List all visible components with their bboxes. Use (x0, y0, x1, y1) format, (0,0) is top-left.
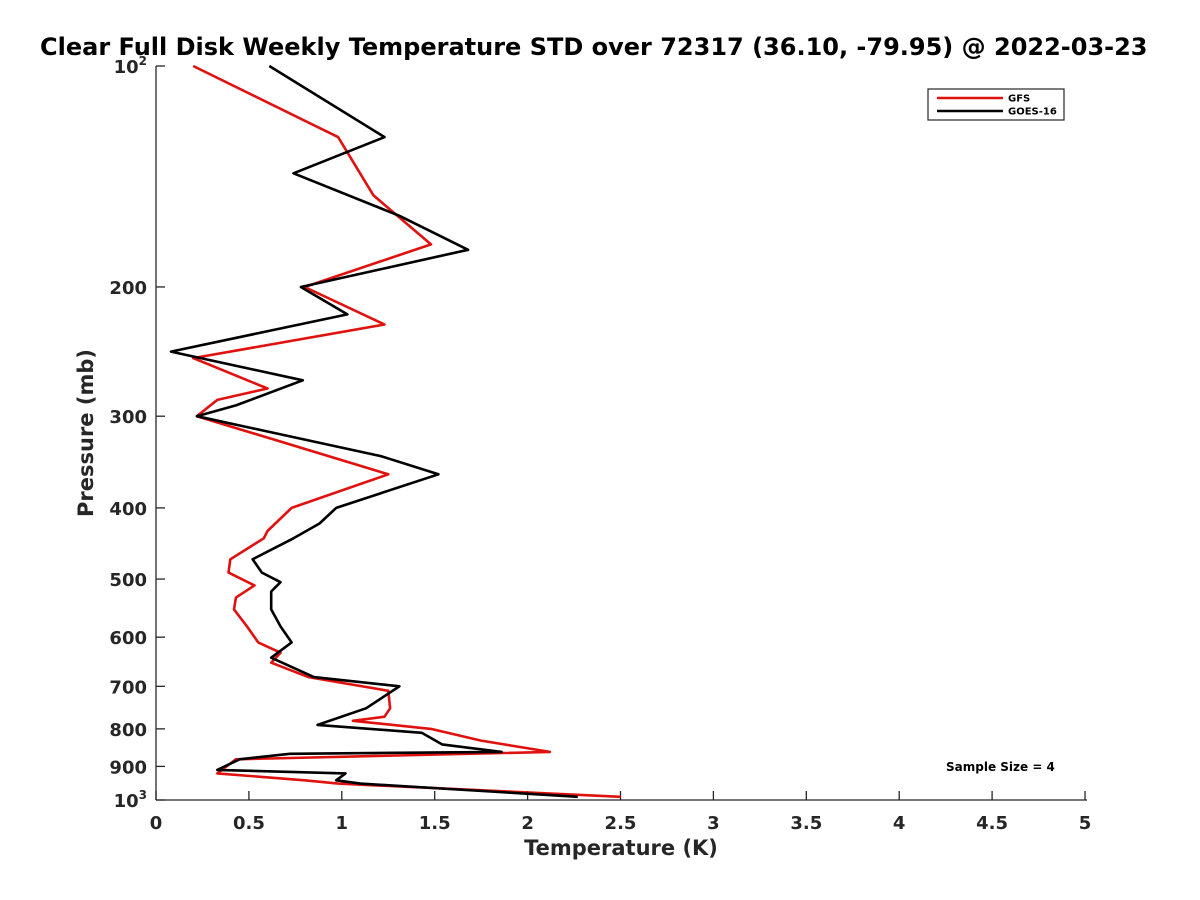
series-layer (169, 64, 621, 799)
x-tick-label: 1.5 (419, 813, 451, 834)
x-axis-label: Temperature (K) (524, 836, 718, 860)
x-tick-label: 1 (336, 813, 349, 834)
legend-label-gfs: GFS (1008, 94, 1030, 105)
x-tick-label: 5 (1079, 813, 1092, 834)
y-tick-label: 800 (109, 720, 147, 741)
x-ticks: 0 0.5 1 1.5 2 2.5 3 3.5 4 4.5 5 (150, 791, 1092, 834)
y-tick-label: 900 (109, 757, 147, 778)
legend: GFS GOES-16 (927, 88, 1065, 121)
y-tick-label: 300 (109, 407, 147, 428)
series-line-gfs (191, 64, 621, 799)
x-tick-label: 0.5 (233, 813, 265, 834)
chart-title: Clear Full Disk Weekly Temperature STD o… (40, 33, 1148, 61)
legend-box (927, 88, 1065, 121)
y-tick-label: 102 (114, 54, 147, 78)
x-tick-label: 4 (893, 813, 906, 834)
series-line-goes16 (169, 64, 578, 799)
y-axis-label: Pressure (mb) (74, 349, 98, 517)
y-ticks: 102 200 300 400 500 600 700 800 900 103 (109, 54, 165, 812)
y-tick-label: 600 (109, 628, 147, 649)
sample-size-annotation: Sample Size = 4 (946, 760, 1055, 774)
x-tick-label: 0 (150, 813, 163, 834)
x-tick-label: 2 (521, 813, 534, 834)
x-tick-label: 4.5 (976, 813, 1008, 834)
y-tick-label: 400 (109, 499, 147, 520)
x-tick-label: 2.5 (605, 813, 637, 834)
plot-axes (155, 66, 1087, 801)
legend-label-goes16: GOES-16 (1008, 107, 1057, 118)
y-tick-label: 103 (114, 788, 147, 812)
x-tick-label: 3.5 (790, 813, 822, 834)
y-tick-label: 200 (109, 278, 147, 299)
y-tick-label: 700 (109, 677, 147, 698)
x-tick-label: 3 (707, 813, 720, 834)
y-tick-label: 500 (109, 570, 147, 591)
